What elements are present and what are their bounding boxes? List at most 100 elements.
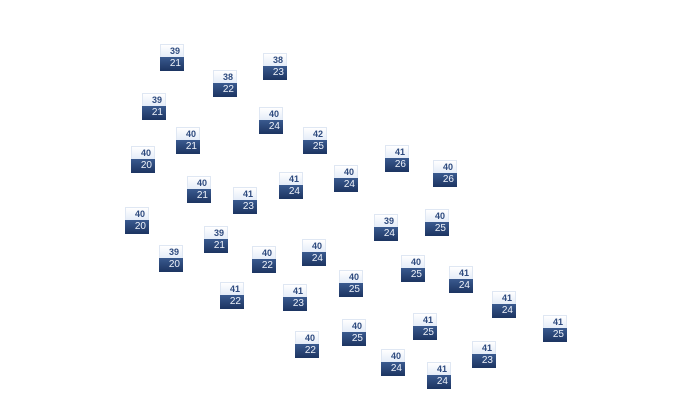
high-temperature: 39 [204, 226, 228, 239]
temperature-marker[interactable]: 41 22 [220, 282, 244, 309]
low-temperature: 21 [160, 57, 184, 71]
high-temperature: 38 [213, 70, 237, 83]
temperature-marker[interactable]: 38 22 [213, 70, 237, 97]
high-temperature: 40 [425, 209, 449, 222]
low-temperature: 21 [204, 239, 228, 253]
temperature-marker[interactable]: 41 24 [492, 291, 516, 318]
temperature-marker[interactable]: 41 25 [543, 315, 567, 342]
temperature-marker[interactable]: 42 25 [303, 127, 327, 154]
low-temperature: 20 [131, 159, 155, 173]
high-temperature: 40 [381, 349, 405, 362]
high-temperature: 40 [433, 160, 457, 173]
temperature-marker[interactable]: 41 24 [427, 362, 451, 389]
low-temperature: 24 [334, 178, 358, 192]
high-temperature: 40 [252, 246, 276, 259]
low-temperature: 23 [472, 354, 496, 368]
high-temperature: 40 [187, 176, 211, 189]
temperature-marker[interactable]: 39 21 [204, 226, 228, 253]
high-temperature: 41 [385, 145, 409, 158]
low-temperature: 23 [233, 200, 257, 214]
high-temperature: 40 [259, 107, 283, 120]
low-temperature: 24 [381, 362, 405, 376]
low-temperature: 25 [342, 332, 366, 346]
low-temperature: 25 [339, 283, 363, 297]
low-temperature: 24 [449, 279, 473, 293]
high-temperature: 41 [449, 266, 473, 279]
temperature-marker[interactable]: 40 25 [401, 255, 425, 282]
high-temperature: 39 [160, 44, 184, 57]
high-temperature: 41 [279, 172, 303, 185]
temperature-marker[interactable]: 39 21 [160, 44, 184, 71]
high-temperature: 40 [302, 239, 326, 252]
temperature-marker[interactable]: 38 23 [263, 53, 287, 80]
low-temperature: 22 [295, 344, 319, 358]
temperature-marker[interactable]: 40 21 [176, 127, 200, 154]
temperature-marker[interactable]: 40 20 [131, 146, 155, 173]
low-temperature: 24 [259, 120, 283, 134]
temperature-marker[interactable]: 40 24 [334, 165, 358, 192]
high-temperature: 41 [543, 315, 567, 328]
low-temperature: 21 [187, 189, 211, 203]
high-temperature: 40 [125, 207, 149, 220]
temperature-marker[interactable]: 40 25 [425, 209, 449, 236]
low-temperature: 22 [220, 295, 244, 309]
low-temperature: 26 [433, 173, 457, 187]
high-temperature: 41 [472, 341, 496, 354]
high-temperature: 39 [142, 93, 166, 106]
low-temperature: 23 [283, 297, 307, 311]
low-temperature: 21 [176, 140, 200, 154]
low-temperature: 24 [279, 185, 303, 199]
low-temperature: 24 [492, 304, 516, 318]
temperature-marker[interactable]: 40 22 [295, 331, 319, 358]
low-temperature: 25 [543, 328, 567, 342]
temperature-marker[interactable]: 41 25 [413, 313, 437, 340]
temperature-marker[interactable]: 40 26 [433, 160, 457, 187]
low-temperature: 24 [374, 227, 398, 241]
low-temperature: 20 [159, 258, 183, 272]
temperature-marker[interactable]: 39 21 [142, 93, 166, 120]
high-temperature: 40 [295, 331, 319, 344]
high-temperature: 41 [220, 282, 244, 295]
high-temperature: 41 [492, 291, 516, 304]
high-temperature: 40 [339, 270, 363, 283]
high-temperature: 40 [401, 255, 425, 268]
high-temperature: 42 [303, 127, 327, 140]
low-temperature: 22 [252, 259, 276, 273]
low-temperature: 25 [303, 140, 327, 154]
temperature-marker[interactable]: 40 20 [125, 207, 149, 234]
low-temperature: 20 [125, 220, 149, 234]
high-temperature: 38 [263, 53, 287, 66]
temperature-marker[interactable]: 40 21 [187, 176, 211, 203]
high-temperature: 39 [159, 245, 183, 258]
high-temperature: 41 [413, 313, 437, 326]
high-temperature: 41 [427, 362, 451, 375]
high-temperature: 39 [374, 214, 398, 227]
temperature-marker[interactable]: 40 24 [259, 107, 283, 134]
high-temperature: 40 [176, 127, 200, 140]
temperature-marker[interactable]: 41 24 [279, 172, 303, 199]
low-temperature: 24 [427, 375, 451, 389]
temperature-marker[interactable]: 40 24 [381, 349, 405, 376]
low-temperature: 21 [142, 106, 166, 120]
low-temperature: 25 [425, 222, 449, 236]
high-temperature: 41 [233, 187, 257, 200]
temperature-marker[interactable]: 41 23 [472, 341, 496, 368]
low-temperature: 24 [302, 252, 326, 266]
temperature-marker[interactable]: 40 24 [302, 239, 326, 266]
temperature-marker[interactable]: 41 23 [283, 284, 307, 311]
high-temperature: 41 [283, 284, 307, 297]
temperature-marker[interactable]: 39 24 [374, 214, 398, 241]
temperature-marker[interactable]: 40 25 [339, 270, 363, 297]
temperature-marker[interactable]: 40 25 [342, 319, 366, 346]
temperature-marker[interactable]: 40 22 [252, 246, 276, 273]
low-temperature: 25 [401, 268, 425, 282]
high-temperature: 40 [334, 165, 358, 178]
high-temperature: 40 [131, 146, 155, 159]
temperature-marker[interactable]: 39 20 [159, 245, 183, 272]
temperature-marker[interactable]: 41 23 [233, 187, 257, 214]
low-temperature: 26 [385, 158, 409, 172]
temperature-marker[interactable]: 41 26 [385, 145, 409, 172]
high-temperature: 40 [342, 319, 366, 332]
temperature-marker[interactable]: 41 24 [449, 266, 473, 293]
